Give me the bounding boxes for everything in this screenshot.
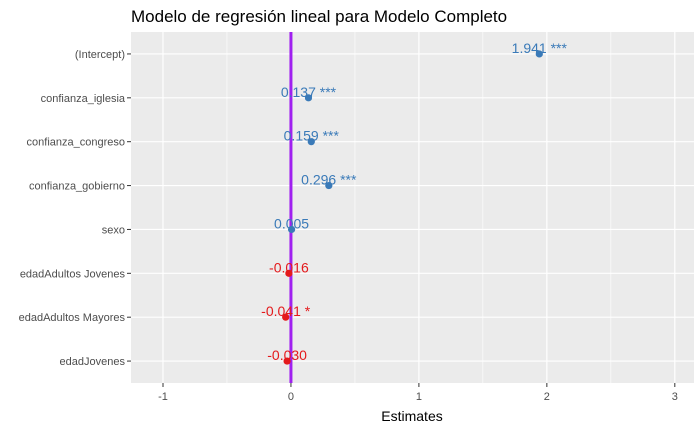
y-tick-label: confianza_congreso <box>27 137 125 149</box>
x-tick-label: 1 <box>416 391 422 403</box>
estimate-point <box>325 181 333 190</box>
estimate-point <box>283 357 291 365</box>
estimate-point <box>282 313 290 321</box>
estimate-label: -0.030 <box>267 347 307 363</box>
estimate-label: -0.041 * <box>261 303 311 319</box>
x-tick-label: 2 <box>544 391 550 403</box>
chart-title: Modelo de regresión lineal para Modelo C… <box>131 7 507 26</box>
y-tick-label: edadAdultos Jovenes <box>20 268 126 280</box>
estimate-point <box>535 50 543 58</box>
estimate-labels: 1.941 *** 0.137 *** 0.159 *** 0.296 *** 0.00… <box>261 40 567 363</box>
estimate-label: 1.941 *** <box>512 40 568 56</box>
estimate-point <box>285 269 293 277</box>
y-axis-ticks: (Intercept) confianza_iglesia confianza_co… <box>19 49 131 368</box>
y-tick-label: confianza_iglesia <box>41 93 126 105</box>
estimate-label: 0.159 *** <box>284 128 340 144</box>
estimate-label: -0.016 <box>269 259 309 275</box>
estimate-points <box>282 50 543 365</box>
estimate-label: 0.137 *** <box>281 84 337 100</box>
estimate-label: 0.005 <box>274 215 309 231</box>
y-tick-label: edadJovenes <box>60 356 126 368</box>
y-tick-label: edadAdultos Mayores <box>19 312 126 324</box>
x-tick-label: -1 <box>158 391 168 403</box>
estimate-label: 0.296 *** <box>301 172 357 188</box>
x-tick-label: 0 <box>288 391 294 403</box>
x-tick-label: 3 <box>672 391 678 403</box>
estimate-point <box>287 225 296 234</box>
plot-panel <box>131 32 694 383</box>
x-axis-ticks: -1 0 1 2 3 <box>158 383 678 403</box>
estimate-point <box>307 138 315 146</box>
estimate-point <box>304 94 313 102</box>
y-tick-label: confianza_gobierno <box>29 181 125 193</box>
y-tick-label: sexo <box>102 224 125 236</box>
minor-gridlines <box>226 32 612 383</box>
y-tick-label: (Intercept) <box>75 49 125 61</box>
x-axis-title: Estimates <box>381 408 442 424</box>
